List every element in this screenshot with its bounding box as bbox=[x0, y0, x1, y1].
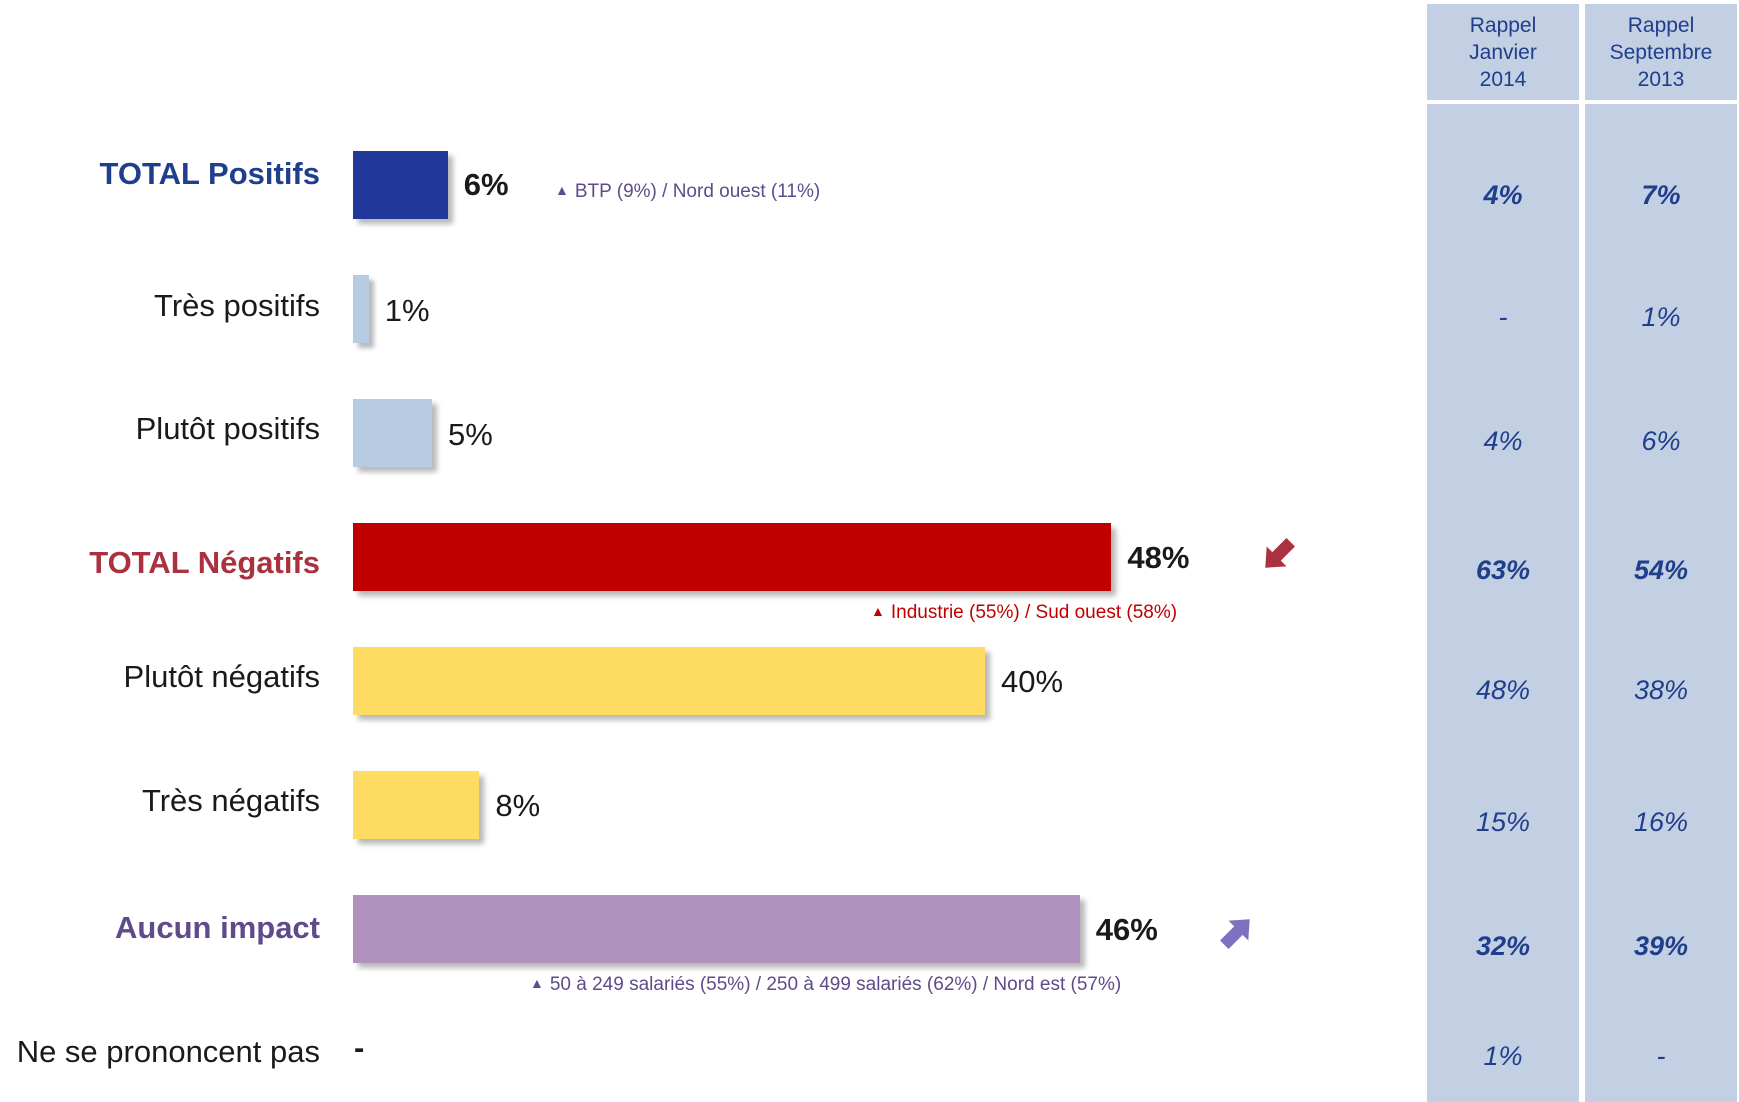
arrow-down-right-icon bbox=[1265, 538, 1295, 568]
header-line: 2013 bbox=[1637, 67, 1685, 91]
recall-value: 15% bbox=[1475, 807, 1531, 837]
bar-total-negatifs bbox=[353, 523, 1112, 591]
recall-value: 38% bbox=[1633, 675, 1689, 705]
recall-value: 1% bbox=[1641, 302, 1681, 332]
recall-value: 7% bbox=[1641, 180, 1681, 210]
annotation-total-positifs: ▲ BTP (9%) / Nord ouest (11%) bbox=[555, 181, 820, 203]
recall-value: 1% bbox=[1483, 1041, 1523, 1071]
recall-column-septembre-2013: Rappel Septembre 2013 7% 1% 6% 54% 38% 1… bbox=[1585, 4, 1737, 1102]
recall-value: 6% bbox=[1641, 426, 1681, 456]
annotation-text: Industrie (55%) / Sud ouest (58%) bbox=[890, 602, 1178, 623]
row-label-total-negatifs: TOTAL Négatifs bbox=[89, 545, 320, 580]
header-line: Rappel bbox=[1469, 13, 1537, 37]
recall-value: 4% bbox=[1483, 426, 1523, 456]
bar-total-positifs bbox=[353, 151, 448, 219]
value-label-tres-negatifs: 8% bbox=[495, 788, 541, 823]
annotation-text: 50 à 249 salariés (55%) / 250 à 499 sala… bbox=[549, 974, 1122, 995]
recall-value: - bbox=[1656, 1041, 1666, 1071]
recall-column-janvier-2014: Rappel Janvier 2014 4% - 4% 63% 48% 15% … bbox=[1427, 4, 1579, 1102]
recall-value: 32% bbox=[1475, 931, 1531, 961]
row-label-tres-negatifs: Très négatifs bbox=[141, 783, 320, 818]
row-label-total-positifs: TOTAL Positifs bbox=[99, 156, 320, 191]
annotation-aucun-impact: ▲ 50 à 249 salariés (55%) / 250 à 499 sal… bbox=[530, 974, 1121, 996]
recall-value: 16% bbox=[1633, 807, 1689, 837]
arrow-up-right-icon bbox=[1220, 919, 1250, 949]
row-label-ne-se-prononcent-pas: Ne se prononcent pas bbox=[16, 1034, 320, 1069]
bar-tres-positifs bbox=[353, 275, 369, 343]
header-line: 2014 bbox=[1479, 67, 1527, 91]
value-label-total-positifs: 6% bbox=[463, 167, 509, 202]
row-label-aucun-impact: Aucun impact bbox=[115, 910, 320, 945]
bar-aucun-impact bbox=[353, 895, 1080, 963]
row-label-tres-positifs: Très positifs bbox=[154, 288, 320, 323]
triangle-up-icon: ▲ bbox=[530, 975, 544, 991]
bar-tres-negatifs bbox=[353, 771, 480, 839]
recall-value: - bbox=[1498, 302, 1508, 332]
bar-plutot-negatifs bbox=[353, 647, 985, 715]
header-line: Rappel bbox=[1627, 13, 1695, 37]
recall-header-septembre-2013: Rappel Septembre 2013 bbox=[1585, 4, 1737, 100]
value-label-plutot-negatifs: 40% bbox=[1001, 664, 1064, 699]
recall-body: 4% - 4% 63% 48% 15% 32% 1% bbox=[1427, 104, 1579, 1102]
header-line: Janvier bbox=[1469, 40, 1537, 64]
annotation-total-negatifs: ▲ Industrie (55%) / Sud ouest (58%) bbox=[871, 602, 1177, 624]
row-label-plutot-negatifs: Plutôt négatifs bbox=[123, 659, 320, 694]
value-label-tres-positifs: 1% bbox=[384, 293, 430, 328]
bar-plutot-positifs bbox=[353, 399, 432, 467]
value-label-ne-se-prononcent-pas: - bbox=[354, 1030, 365, 1065]
triangle-up-icon: ▲ bbox=[555, 182, 569, 198]
recall-value: 48% bbox=[1475, 675, 1531, 705]
recall-value: 63% bbox=[1475, 555, 1531, 585]
header-line: Septembre bbox=[1609, 40, 1713, 64]
value-label-aucun-impact: 46% bbox=[1095, 912, 1158, 947]
recall-value: 4% bbox=[1483, 180, 1523, 210]
row-label-plutot-positifs: Plutôt positifs bbox=[135, 411, 320, 446]
value-label-plutot-positifs: 5% bbox=[448, 417, 493, 452]
recall-header-janvier-2014: Rappel Janvier 2014 bbox=[1427, 4, 1579, 100]
recall-value: 39% bbox=[1633, 931, 1689, 961]
value-label-total-negatifs: 48% bbox=[1127, 540, 1190, 575]
recall-value: 54% bbox=[1633, 555, 1689, 585]
recall-body: 7% 1% 6% 54% 38% 16% 39% - bbox=[1585, 104, 1737, 1102]
annotation-text: BTP (9%) / Nord ouest (11%) bbox=[574, 181, 821, 202]
triangle-up-icon: ▲ bbox=[871, 603, 885, 619]
